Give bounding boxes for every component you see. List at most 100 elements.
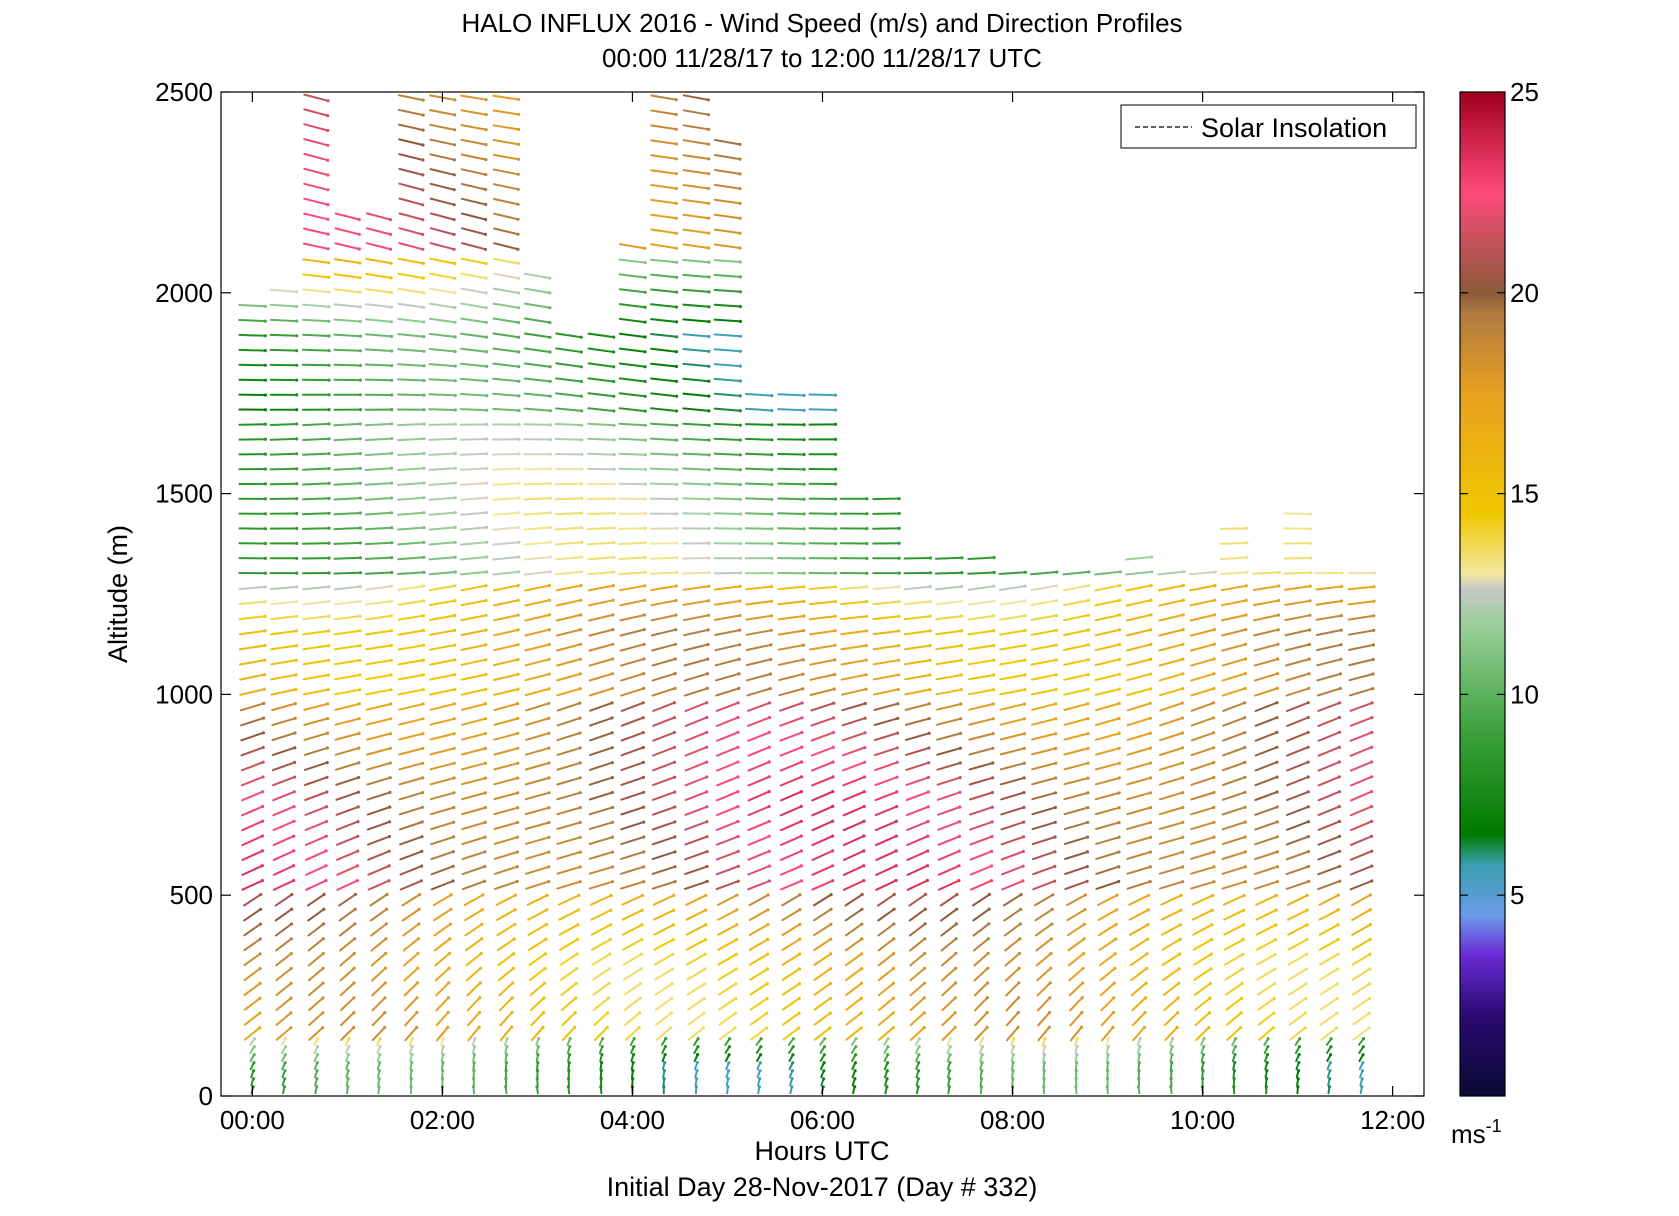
wind-barb-head xyxy=(352,1025,356,1030)
wind-barb-head xyxy=(1244,613,1248,617)
wind-barb-head xyxy=(696,1037,700,1041)
wind-barb-head xyxy=(1265,1053,1270,1057)
wind-barb xyxy=(1189,599,1216,607)
wind-barb xyxy=(874,805,898,817)
wind-barb-head xyxy=(1138,1045,1142,1049)
wind-barb-head xyxy=(674,364,679,369)
wind-barb xyxy=(1348,673,1374,682)
wind-barb xyxy=(308,997,324,1012)
wind-barb-head xyxy=(738,304,743,309)
wind-barb xyxy=(492,347,520,353)
wind-barb-head xyxy=(1307,879,1311,884)
wind-barb-head xyxy=(1117,776,1121,780)
wind-barb-head xyxy=(387,849,391,853)
wind-barb xyxy=(529,996,545,1012)
wind-barb-head xyxy=(326,114,330,118)
wind-barb xyxy=(747,850,771,861)
wind-barb xyxy=(1064,850,1089,860)
wind-barb-head xyxy=(927,761,931,765)
wind-barb-head xyxy=(1328,1061,1332,1065)
wind-barb-head xyxy=(1337,819,1342,824)
wind-barb-head xyxy=(453,408,457,412)
wind-barb-head xyxy=(1337,775,1341,779)
wind-barb-head xyxy=(1082,952,1086,956)
wind-barb xyxy=(714,614,741,621)
wind-barb-head xyxy=(612,350,616,354)
wind-barb xyxy=(618,258,647,264)
wind-barb-head xyxy=(705,820,709,824)
wind-barb xyxy=(842,835,865,847)
wind-barb-head xyxy=(421,717,425,721)
wind-barb-head xyxy=(767,790,771,794)
wind-barb-head xyxy=(672,701,677,705)
wind-barb-head xyxy=(675,305,679,309)
wind-barb-head xyxy=(421,673,425,677)
wind-barb-head xyxy=(1207,1025,1211,1030)
wind-barb-head xyxy=(885,1077,889,1081)
wind-barb xyxy=(1286,716,1310,727)
wind-barb xyxy=(399,879,423,891)
wind-barb-head xyxy=(1209,952,1213,956)
wind-barb xyxy=(748,938,769,951)
wind-barb-head xyxy=(916,1077,921,1081)
wind-barb-head xyxy=(957,879,961,883)
wind-barb-head xyxy=(854,1053,858,1057)
wind-barb-head xyxy=(517,511,521,515)
wind-barb-head xyxy=(828,1011,832,1015)
wind-barb xyxy=(241,790,264,802)
wind-barb-head xyxy=(738,216,742,220)
wind-barb-head xyxy=(801,687,805,691)
wind-barb-head xyxy=(643,335,647,339)
wind-barb xyxy=(1063,688,1090,696)
wind-barb-head xyxy=(1336,893,1340,897)
wind-barb-head xyxy=(734,996,738,1001)
wind-barb-head xyxy=(357,247,361,251)
wind-barb xyxy=(1031,850,1056,861)
wind-barb-head xyxy=(1011,1053,1016,1057)
wind-barb-head xyxy=(642,835,646,839)
wind-barb-head xyxy=(1202,1045,1206,1049)
wind-barb xyxy=(334,747,360,756)
wind-barb-head xyxy=(547,672,551,676)
wind-barb xyxy=(682,303,710,308)
wind-barb-head xyxy=(766,937,770,942)
wind-barb xyxy=(1158,880,1184,890)
wind-barb xyxy=(1317,850,1341,861)
wind-barb xyxy=(1126,732,1152,741)
wind-barb-head xyxy=(1138,1036,1142,1041)
wind-barb xyxy=(935,585,963,591)
wind-barb-head xyxy=(674,628,678,632)
wind-barb xyxy=(524,673,551,682)
wind-barb-head xyxy=(1266,1045,1270,1049)
wind-barb xyxy=(967,614,995,621)
wind-barb xyxy=(1000,850,1025,861)
wind-barb-head xyxy=(283,1045,288,1049)
wind-barb xyxy=(366,227,392,236)
wind-barb xyxy=(652,894,675,906)
wind-barb xyxy=(682,259,710,264)
wind-barb-head xyxy=(790,1085,794,1089)
wind-barb-head xyxy=(1243,880,1247,884)
wind-barb-head xyxy=(1275,775,1279,779)
wind-barb-head xyxy=(548,467,553,471)
wind-barb-head xyxy=(1022,761,1026,765)
wind-barb xyxy=(239,688,266,696)
wind-barb xyxy=(460,212,487,221)
wind-barb-head xyxy=(327,319,331,323)
wind-barb-head xyxy=(358,614,362,618)
wind-barb-head xyxy=(954,966,958,970)
wind-barb-head xyxy=(791,1061,795,1065)
wind-barb-head xyxy=(1148,731,1152,735)
wind-barb-head xyxy=(643,409,647,413)
colorbar-unit: ms-1 xyxy=(1451,1116,1502,1149)
wind-barb xyxy=(333,497,362,501)
wind-barb-head xyxy=(1083,908,1087,912)
wind-barb-head xyxy=(923,937,927,941)
wind-barb xyxy=(1063,791,1089,801)
wind-barb-head xyxy=(1371,643,1376,647)
wind-barb xyxy=(650,599,678,607)
wind-barb xyxy=(524,762,550,771)
wind-barb xyxy=(240,717,265,727)
wind-barb xyxy=(591,967,611,981)
wind-barb-head xyxy=(864,658,868,662)
